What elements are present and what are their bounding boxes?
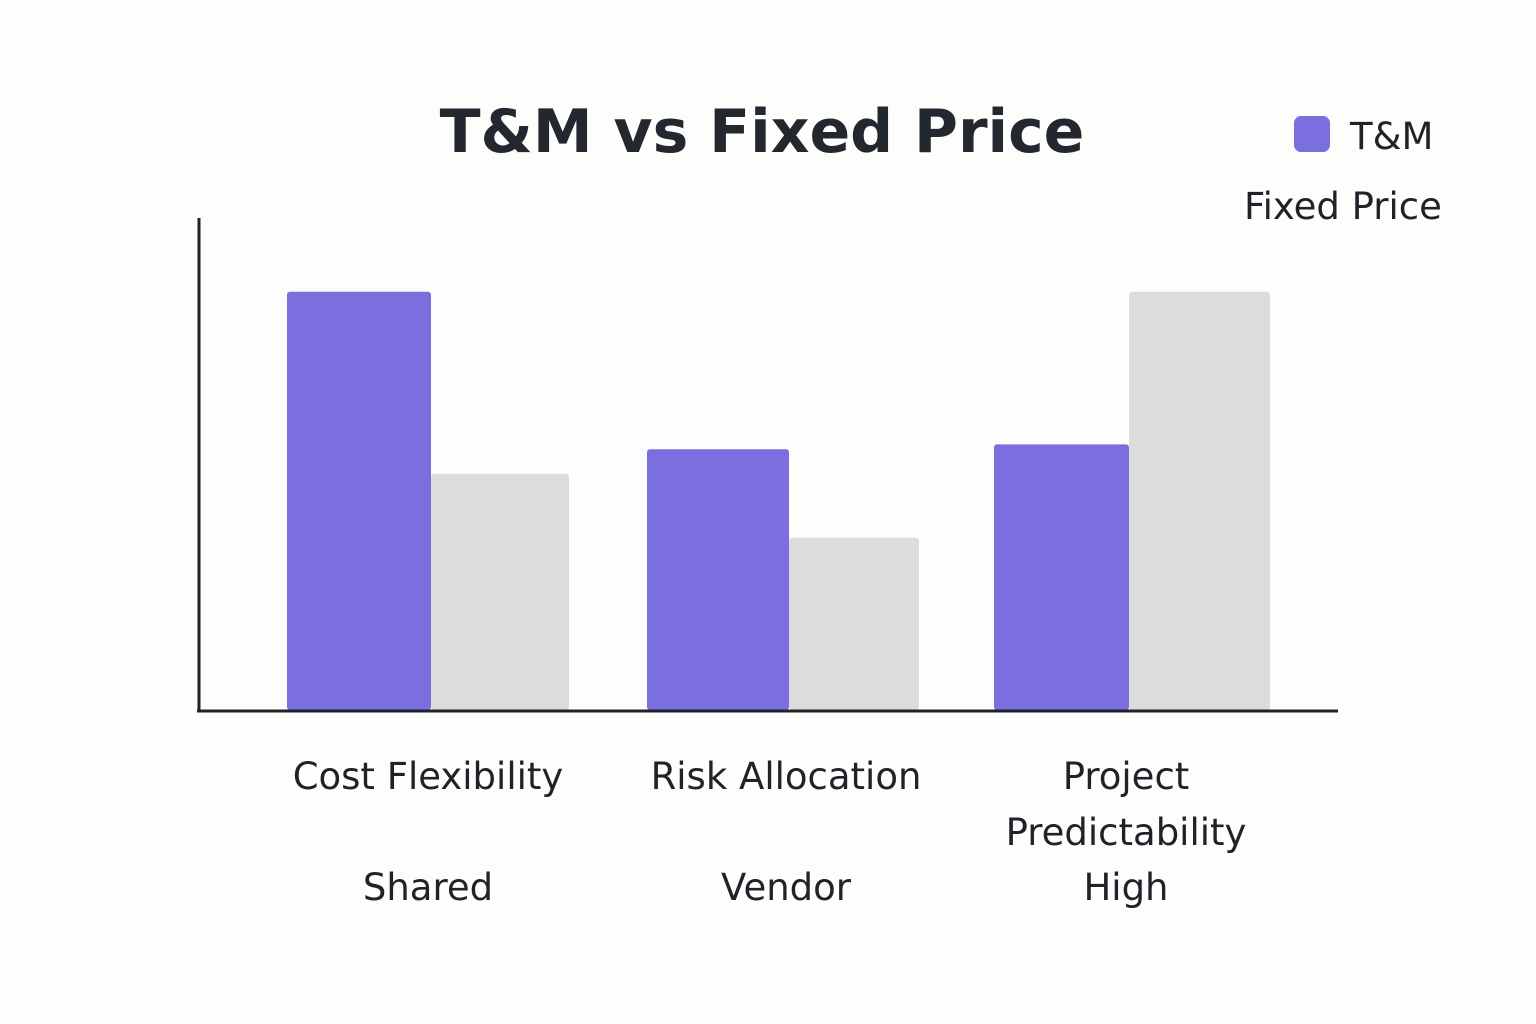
category-annotation: Vendor — [721, 866, 852, 909]
bar-fixed-price-cost-flexibility — [431, 473, 569, 710]
category-annotations: Shared Vendor High — [363, 866, 1169, 909]
category-annotation: High — [1083, 866, 1168, 909]
bar-t-m-risk-allocation — [647, 449, 789, 710]
category-annotation: Shared — [363, 866, 493, 909]
chart-title: T&M vs Fixed Price — [440, 97, 1085, 167]
x-tick-label: Project Predictability — [1006, 755, 1247, 854]
legend-label-fixed-price: Fixed Price — [1244, 185, 1442, 228]
bar-t-m-project-predictability — [994, 444, 1129, 710]
bar-t-m-cost-flexibility — [287, 291, 431, 710]
legend-swatch-tm — [1294, 116, 1330, 152]
x-tick-labels: Cost Flexibility Risk Allocation Project Pr… — [293, 755, 1247, 854]
bars-group — [287, 291, 1270, 710]
legend-label-tm: T&M — [1349, 115, 1433, 158]
bar-fixed-price-project-predictability — [1129, 291, 1270, 710]
bar-fixed-price-risk-allocation — [789, 537, 919, 710]
x-tick-label: Risk Allocation — [651, 755, 922, 798]
x-tick-label: Cost Flexibility — [293, 755, 564, 798]
legend: T&M Fixed Price — [1244, 115, 1442, 228]
